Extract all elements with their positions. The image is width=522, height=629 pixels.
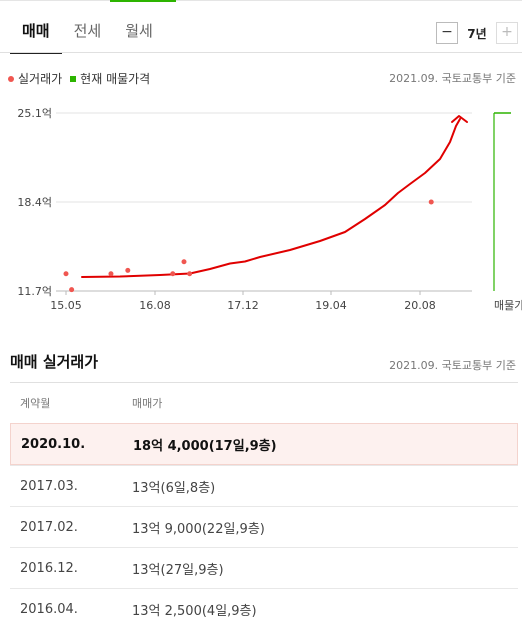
row-price: 13억(6일,8층) [132, 480, 216, 496]
chart-current-listing [493, 112, 511, 291]
header-sale-price: 매매가 [132, 397, 163, 410]
chart-legend: 실거래가 현재 매물가격 [8, 70, 158, 87]
table-title: 매매 실거래가 [10, 353, 99, 371]
period-decrease-button[interactable]: − [436, 22, 458, 44]
table-header: 계약월 매매가 [10, 382, 518, 423]
tabs-divider [0, 52, 522, 53]
row-price: 13억 9,000(22일,9층) [132, 521, 265, 537]
chart-x-tick-label: 19.04 [315, 299, 347, 312]
chart-point [63, 271, 69, 277]
row-price: 13억 2,500(4일,9층) [132, 603, 257, 619]
table-row[interactable]: 2017.03. 13억(6일,8층) [10, 465, 518, 506]
table-row[interactable]: 2016.12. 13억(27일,9층) [10, 547, 518, 588]
chart-x-tick-label: 17.12 [227, 299, 259, 312]
period-label: 7년 [467, 26, 487, 41]
row-date: 2020.10. [21, 436, 86, 452]
table-row[interactable]: 2017.02. 13억 9,000(22일,9층) [10, 506, 518, 547]
tab-sale[interactable]: 매매 [10, 18, 62, 54]
legend-current-label: 현재 매물가격 [80, 72, 151, 86]
row-date: 2017.02. [20, 519, 78, 535]
chart-point [170, 271, 176, 277]
deal-type-tabs: 매매 전세 월세 [10, 18, 165, 54]
chart-y-tick-label: 25.1억 [17, 107, 52, 120]
chart-point [428, 199, 434, 205]
chart-point [181, 259, 187, 265]
legend-actual-label: 실거래가 [18, 72, 63, 86]
chart-point [125, 267, 131, 273]
table-source-note: 2021.09. 국토교통부 기준 [389, 359, 516, 372]
chart-x-tick-label: 15.05 [50, 299, 82, 312]
chart-y-axis: 25.1억 18.4억 11.7억 [17, 107, 52, 298]
chart-x-tick-label: 16.08 [139, 299, 171, 312]
chart-source-note: 2021.09. 국토교통부 기준 [389, 72, 516, 85]
table-row[interactable]: 2020.10. 18억 4,000(17일,9층) [10, 423, 518, 465]
price-chart: 25.1억 18.4억 11.7억 15.05 16.08 17.12 19.04 20.0… [17, 107, 522, 312]
chart-actual-series [63, 199, 434, 293]
chart-grid [56, 112, 472, 292]
tab-monthly-rent[interactable]: 월세 [125, 22, 153, 40]
row-date: 2016.04. [20, 601, 78, 617]
chart-x-tick-label: 매물가격 [494, 299, 522, 312]
row-date: 2017.03. [20, 478, 78, 494]
chart-x-tick-label: 20.08 [404, 299, 436, 312]
row-price: 13억(27일,9층) [132, 562, 224, 578]
chart-x-axis: 15.05 16.08 17.12 19.04 20.08 매물가격 [50, 291, 522, 312]
legend-actual: 실거래가 [8, 70, 62, 87]
legend-actual-marker [8, 75, 14, 82]
period-selector: − 7년 + [436, 22, 518, 44]
top-active-indicator [110, 0, 176, 2]
period-increase-button[interactable]: + [496, 22, 518, 44]
chart-y-tick-label: 11.7억 [17, 285, 52, 298]
row-date: 2016.12. [20, 560, 78, 576]
tab-jeonse[interactable]: 전세 [73, 22, 102, 40]
row-price: 18억 4,000(17일,9층) [133, 438, 277, 454]
chart-y-tick-label: 18.4억 [17, 196, 52, 209]
legend-current: 현재 매물가격 [70, 70, 150, 87]
top-divider [0, 0, 522, 1]
transaction-table: 계약월 매매가 2020.10. 18억 4,000(17일,9층) 2017.… [10, 382, 518, 629]
chart-point [108, 271, 114, 277]
chart-point [69, 287, 75, 293]
header-contract-month: 계약월 [20, 397, 51, 410]
legend-current-marker [70, 75, 77, 82]
table-row[interactable]: 2016.04. 13억 2,500(4일,9층) [10, 588, 518, 629]
chart-point [187, 271, 193, 277]
chart-trend-annotation [81, 118, 461, 278]
chart-trend-arrow [451, 115, 468, 123]
